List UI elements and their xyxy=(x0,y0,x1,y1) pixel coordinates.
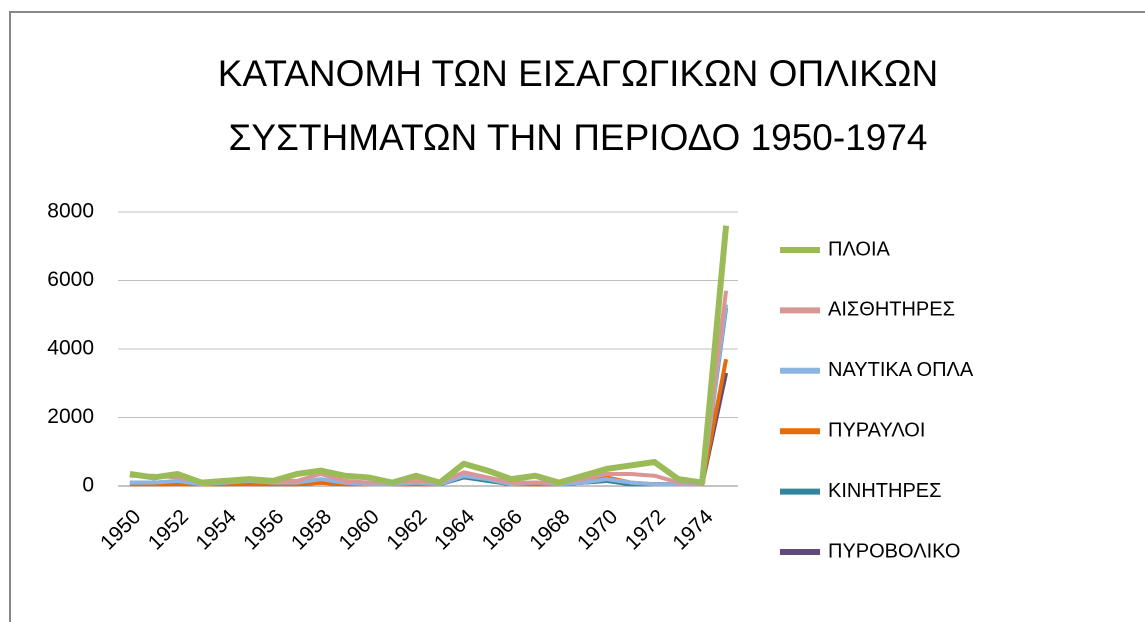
y-tick-label: 2000 xyxy=(47,405,94,428)
legend-label: ΠΛΟΙΑ xyxy=(828,238,890,260)
series-line xyxy=(129,307,729,487)
x-tick-label: 1950 xyxy=(96,505,145,554)
y-tick-label: 0 xyxy=(82,474,94,497)
legend-label: ΑΙΣΘΗΤΗΡΕΣ xyxy=(828,299,955,321)
x-tick-label: 1972 xyxy=(621,505,670,554)
y-tick-label: 4000 xyxy=(47,337,94,360)
series-line xyxy=(129,290,729,485)
x-tick-label: 1956 xyxy=(239,505,288,554)
legend-label: ΚΙΝΗΤΗΡΕΣ xyxy=(828,480,942,502)
legend-label: ΠΥΡΟΒΟΛΙΚΟ xyxy=(828,540,960,562)
chart-title: ΚΑΤΑΝΟΜΗ ΤΩΝ ΕΙΣΑΓΩΓΙΚΩΝ ΟΠΛΙΚΩΝ xyxy=(218,53,939,94)
x-tick-label: 1974 xyxy=(668,505,718,555)
y-tick-label: 8000 xyxy=(47,200,94,223)
series-line xyxy=(129,225,730,486)
x-tick-label: 1962 xyxy=(382,505,431,554)
chart-title: ΣΥΣΤΗΜΑΤΩΝ ΤΗΝ ΠΕΡΙΟΔΟ 1950-1974 xyxy=(228,117,927,158)
legend-label: ΝΑΥΤΙΚΑ ΟΠΛΑ xyxy=(828,359,974,381)
legend-label: ΠΥΡΑΥΛΟΙ xyxy=(828,419,925,441)
x-tick-label: 1970 xyxy=(573,505,622,554)
x-tick-label: 1952 xyxy=(144,505,193,554)
y-tick-label: 6000 xyxy=(47,268,94,291)
x-tick-label: 1958 xyxy=(287,505,336,554)
x-tick-label: 1960 xyxy=(335,505,384,554)
x-tick-label: 1966 xyxy=(478,505,527,554)
series-line xyxy=(129,304,729,487)
x-tick-label: 1968 xyxy=(525,505,574,554)
chart-frame xyxy=(9,11,1145,622)
x-tick-label: 1954 xyxy=(191,505,241,555)
x-tick-label: 1964 xyxy=(430,505,480,555)
